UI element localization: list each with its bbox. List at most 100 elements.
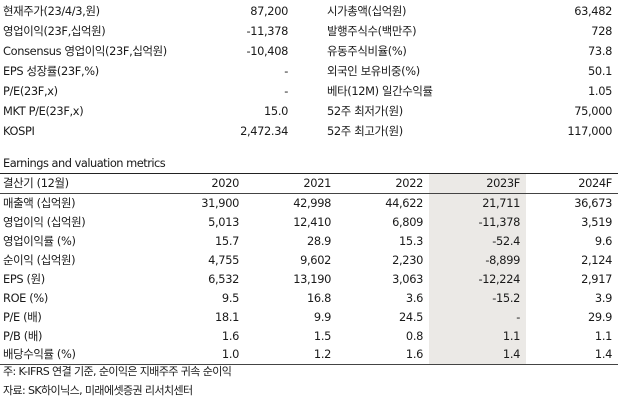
info-label: 52주 최저가(원) (327, 104, 403, 118)
row-label: P/B (배) (3, 328, 43, 343)
info-value: 75,000 (574, 104, 612, 118)
info-label: 베타(12M) 일간수익률 (327, 84, 433, 98)
cell-value: 9.5 (221, 290, 239, 305)
cell-value: 9.9 (313, 309, 331, 324)
cell-value: 18.1 (215, 309, 239, 324)
info-row: P/E(23F,x) - 베타(12M) 일간수익률 1.05 (0, 81, 618, 101)
info-label: EPS 성장률(23F,%) (3, 64, 99, 78)
info-value: -11,378 (246, 24, 288, 38)
info-value: 63,482 (574, 4, 612, 18)
source-note: 자료: SK하이닉스, 미래에셋증권 리서치센터 (3, 384, 193, 397)
info-value: 50.1 (588, 64, 612, 78)
cell-value: 1.1 (429, 326, 526, 346)
cell-value: 16.8 (307, 290, 331, 305)
cell-value: 1.4 (526, 345, 618, 365)
table-row: 영업이익 (십억원) 5,013 12,410 6,809 -11,378 3,519 (0, 212, 618, 232)
table-row: P/E (배) 18.1 9.9 24.5- 29.9 (0, 307, 618, 327)
info-label: KOSPI (3, 124, 35, 138)
info-label: 시가총액(십억원) (327, 4, 407, 18)
cell-value: 3,519 (581, 215, 612, 230)
cell-value: 1.6 (221, 328, 239, 343)
cell-value: 13,190 (293, 271, 331, 286)
summary-info: 현재주가(23/4/3,원) 87,200 시가총액(십억원) 63,482 영업이익(… (0, 1, 618, 141)
cell-value: -12,224 (429, 269, 526, 289)
info-row: KOSPI 2,472.34 52주 최고가(원) 117,000 (0, 121, 618, 141)
footnote: 주: K-IFRS 연결 기준, 순이익은 지배주주 귀속 순이익 (3, 365, 232, 378)
header-label: 결산기 (12월) (0, 173, 153, 194)
section-title: Earnings and valuation metrics (3, 156, 166, 170)
table-row: 순이익 (십억원) 4,755 9,602 2,230 -8,899 2,124 (0, 250, 618, 270)
cell-value: 31,900 (201, 196, 239, 211)
info-row: 현재주가(23/4/3,원) 87,200 시가총액(십억원) 63,482 (0, 1, 618, 21)
cell-value: 15.3 (399, 234, 423, 249)
cell-value: -15.2 (429, 288, 526, 308)
row-label: 매출액 (십억원) (3, 196, 76, 211)
info-value: 15.0 (264, 104, 288, 118)
cell-value: 12,410 (293, 215, 331, 230)
row-label: P/E (배) (3, 309, 42, 324)
info-row: MKT P/E(23F,x) 15.0 52주 최저가(원) 75,000 (0, 101, 618, 121)
cell-value: 1.0 (153, 345, 245, 365)
metrics-table: 결산기 (12월) 2020 2021 2022 2023F 2024F 매출액 (십억원… (0, 173, 618, 365)
table-header-row: 결산기 (12월) 2020 2021 2022 2023F 2024F (0, 173, 618, 194)
row-label: 영업이익률 (%) (3, 234, 76, 249)
table-row: EPS (원) 6,532 13,190 3,063 -12,224 2,917 (0, 269, 618, 289)
cell-value: 44,622 (385, 196, 423, 211)
cell-value: 3,063 (392, 271, 423, 286)
year-header: 2023F (429, 173, 526, 194)
info-label: 현재주가(23/4/3,원) (3, 4, 100, 18)
cell-value: 9,602 (300, 253, 331, 267)
info-value: - (284, 84, 288, 98)
row-label: ROE (%) (3, 290, 48, 305)
table-row: 매출액 (십억원) 31,900 42,998 44,622 21,711 36,673 (0, 193, 618, 213)
info-row: 영업이익(23F,십억원) -11,378 발행주식수(백만주) 728 (0, 21, 618, 41)
info-label: 52주 최고가(원) (327, 124, 403, 138)
info-value: 1.05 (588, 84, 612, 98)
cell-value: 3.9 (594, 290, 612, 305)
row-label: 순이익 (십억원) (3, 253, 76, 267)
row-label: 영업이익 (십억원) (3, 215, 86, 230)
year-header: 2022 (337, 173, 429, 194)
cell-value: 1.4 (429, 345, 526, 365)
row-label: 배당수익률 (%) (0, 345, 153, 365)
year-header: 2020 (153, 173, 245, 194)
info-label: 영업이익(23F,십억원) (3, 24, 106, 38)
table-row: 영업이익률 (%) 15.7 28.9 15.3 -52.4 9.6 (0, 231, 618, 251)
cell-value: 1.2 (245, 345, 337, 365)
info-value: -10,408 (246, 44, 288, 58)
cell-value: 2,917 (581, 271, 612, 286)
info-value: 2,472.34 (240, 124, 288, 138)
cell-value: 4,755 (208, 253, 239, 267)
info-label: 유동주식비율(%) (327, 44, 407, 58)
cell-value: 24.5 (399, 309, 423, 324)
info-value: 117,000 (567, 124, 612, 138)
year-header: 2021 (245, 173, 337, 194)
cell-value: 6,809 (392, 215, 423, 230)
info-value: 87,200 (250, 4, 288, 18)
cell-value: 2,124 (581, 253, 612, 267)
year-header: 2024F (526, 173, 618, 194)
cell-value: 5,013 (208, 215, 239, 230)
info-label: MKT P/E(23F,x) (3, 104, 84, 118)
cell-value: 28.9 (307, 234, 331, 249)
info-label: 외국인 보유비중(%) (327, 64, 420, 78)
cell-value: 1.5 (313, 328, 331, 343)
cell-value: 9.6 (594, 234, 612, 249)
cell-value: 29.9 (588, 309, 612, 324)
cell-value: 6,532 (208, 271, 239, 286)
table-row: 배당수익률 (%) 1.0 1.2 1.6 1.4 1.4 (0, 345, 618, 365)
table-row: P/B (배) 1.6 1.5 0.8 1.1 1.1 (0, 326, 618, 346)
info-label: Consensus 영업이익(23F,십억원) (3, 44, 167, 58)
cell-value: 42,998 (293, 196, 331, 211)
cell-value: 1.6 (337, 345, 429, 365)
cell-value: -52.4 (429, 231, 526, 251)
cell-value: -11,378 (429, 212, 526, 232)
info-value: 728 (591, 24, 612, 38)
info-value: 73.8 (588, 44, 612, 58)
cell-value: 2,230 (392, 253, 423, 267)
cell-value: 36,673 (574, 196, 612, 211)
table-row: ROE (%) 9.5 16.8 3.6 -15.2 3.9 (0, 288, 618, 308)
info-value: - (284, 64, 288, 78)
cell-value: 3.6 (405, 290, 423, 305)
cell-value: 15.7 (215, 234, 239, 249)
